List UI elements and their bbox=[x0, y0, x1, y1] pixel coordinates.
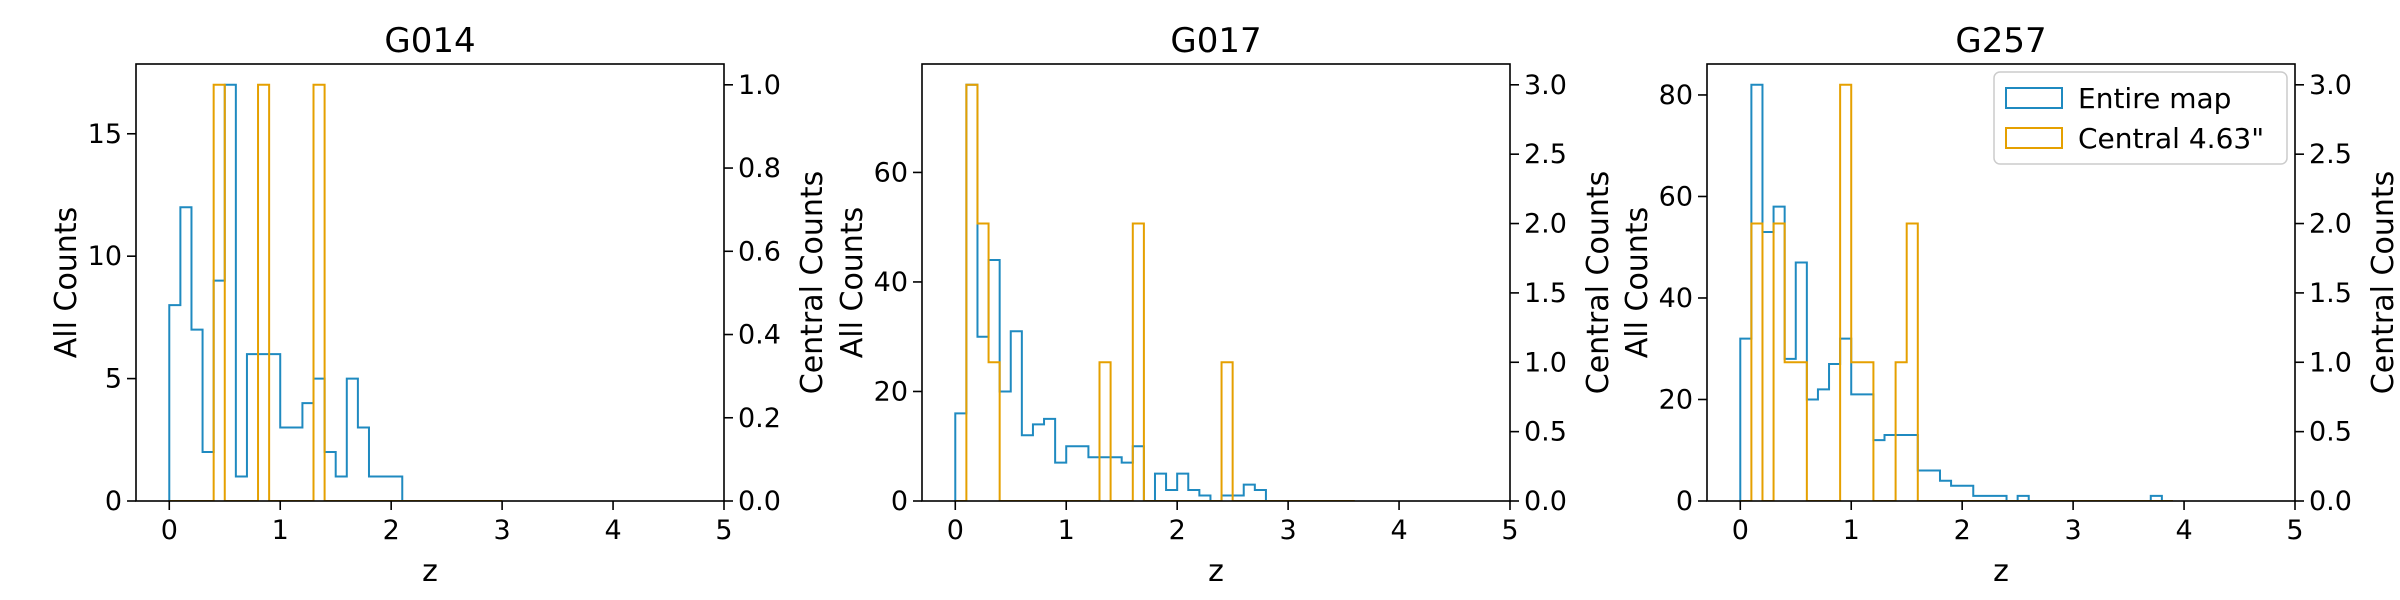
y2-tick-label: 0.0 bbox=[738, 486, 781, 517]
histogram-step-entire-map bbox=[954, 83, 1355, 501]
y2-tick-label: 0.5 bbox=[2309, 417, 2352, 448]
x-axis-label: z bbox=[1208, 554, 1224, 589]
y-tick-label: 40 bbox=[874, 267, 908, 298]
y-tick-label: 40 bbox=[1659, 283, 1693, 314]
x-tick-label: 4 bbox=[1390, 515, 1407, 546]
legend-swatch-central bbox=[2005, 127, 2063, 149]
y-tick-label: 10 bbox=[88, 241, 122, 272]
y-axis-label: All Counts bbox=[49, 207, 84, 358]
y-axis-label: All Counts bbox=[1620, 207, 1655, 358]
y-axis-label: All Counts bbox=[835, 207, 870, 358]
y2-axis-label: Central Counts bbox=[1581, 171, 1616, 395]
y-tick-label: 60 bbox=[1659, 181, 1693, 212]
plot-frame bbox=[921, 63, 1511, 502]
y-tick-label: 20 bbox=[874, 376, 908, 407]
y2-tick-label: 2.5 bbox=[1524, 139, 1567, 170]
y-tick-label: 80 bbox=[1659, 80, 1693, 111]
y-tick-label: 20 bbox=[1659, 384, 1693, 415]
histogram-step-central bbox=[169, 83, 503, 501]
legend: Entire map Central 4.63" bbox=[1993, 71, 2288, 165]
y2-tick-label: 0.8 bbox=[738, 153, 781, 184]
y2-axis-label: Central Counts bbox=[2366, 171, 2400, 395]
x-tick-label: 3 bbox=[1280, 515, 1297, 546]
y2-tick-label: 1.5 bbox=[2309, 278, 2352, 309]
histogram-step-entire-map bbox=[168, 83, 503, 501]
y2-tick-label: 1.0 bbox=[2309, 347, 2352, 378]
y2-tick-label: 0.6 bbox=[738, 236, 781, 267]
x-tick-label: 1 bbox=[1843, 515, 1860, 546]
legend-swatch-entire-map bbox=[2005, 87, 2063, 109]
y2-tick-label: 1.0 bbox=[738, 70, 781, 101]
legend-label-central: Central 4.63" bbox=[2078, 122, 2264, 155]
y-tick-label: 60 bbox=[874, 157, 908, 188]
y-tick-label: 0 bbox=[1676, 486, 1693, 517]
y2-axis-label: Central Counts bbox=[795, 171, 830, 395]
x-tick-label: 1 bbox=[1058, 515, 1075, 546]
x-axis-label: z bbox=[422, 554, 438, 589]
y-tick-label: 15 bbox=[88, 119, 122, 150]
panel-title: G017 bbox=[1170, 21, 1261, 61]
x-tick-label: 5 bbox=[1501, 515, 1518, 546]
histogram-step-entire-map bbox=[1739, 83, 2173, 501]
y-tick-label: 0 bbox=[891, 486, 908, 517]
y2-tick-label: 3.0 bbox=[2309, 70, 2352, 101]
histogram-step-central bbox=[1740, 83, 2173, 501]
x-tick-label: 5 bbox=[715, 515, 732, 546]
y2-tick-label: 0.0 bbox=[2309, 486, 2352, 517]
x-tick-label: 2 bbox=[383, 515, 400, 546]
x-axis-label: z bbox=[1993, 554, 2009, 589]
legend-label-entire-map: Entire map bbox=[2078, 82, 2231, 115]
y2-tick-label: 3.0 bbox=[1524, 70, 1567, 101]
legend-box bbox=[1993, 71, 2288, 165]
x-tick-label: 4 bbox=[2175, 515, 2192, 546]
x-tick-label: 0 bbox=[1732, 515, 1749, 546]
x-tick-label: 0 bbox=[947, 515, 964, 546]
x-tick-label: 4 bbox=[604, 515, 621, 546]
y2-tick-label: 0.2 bbox=[738, 403, 781, 434]
y2-tick-label: 2.0 bbox=[2309, 209, 2352, 240]
y-tick-label: 0 bbox=[105, 486, 122, 517]
histogram-step-central bbox=[955, 83, 1355, 501]
y2-tick-label: 1.5 bbox=[1524, 278, 1567, 309]
x-tick-label: 2 bbox=[1169, 515, 1186, 546]
x-tick-label: 2 bbox=[1954, 515, 1971, 546]
chart-panel-g257: 0 1 2 3 4 5 0 20 40 60 80 0.0 0.5 1.0 1.5 2.0 2.5 3.0 G257… bbox=[1620, 21, 2400, 589]
y2-tick-label: 1.0 bbox=[1524, 347, 1567, 378]
y2-tick-label: 0.0 bbox=[1524, 486, 1567, 517]
panel-title: G257 bbox=[1955, 21, 2046, 61]
panel-title: G014 bbox=[384, 21, 475, 61]
y-tick-label: 5 bbox=[105, 364, 122, 395]
y2-tick-label: 2.5 bbox=[2309, 139, 2352, 170]
y2-tick-label: 0.5 bbox=[1524, 417, 1567, 448]
x-tick-label: 1 bbox=[272, 515, 289, 546]
x-tick-label: 5 bbox=[2286, 515, 2303, 546]
y2-tick-label: 2.0 bbox=[1524, 209, 1567, 240]
x-tick-label: 3 bbox=[494, 515, 511, 546]
x-tick-label: 0 bbox=[161, 515, 178, 546]
y2-tick-label: 0.4 bbox=[738, 320, 781, 351]
chart-panel-g014: 0 1 2 3 4 5 0 5 10 15 0.0 0.2 0.4 0.6 0.8 1.0 G014 z All C… bbox=[49, 21, 830, 589]
plot-frame bbox=[135, 63, 725, 502]
plot-frame bbox=[1706, 63, 2296, 502]
chart-panel-g017: 0 1 2 3 4 5 0 20 40 60 0.0 0.5 1.0 1.5 2.0 2.5 3.0 G017 z A… bbox=[835, 21, 1616, 589]
x-tick-label: 3 bbox=[2065, 515, 2082, 546]
